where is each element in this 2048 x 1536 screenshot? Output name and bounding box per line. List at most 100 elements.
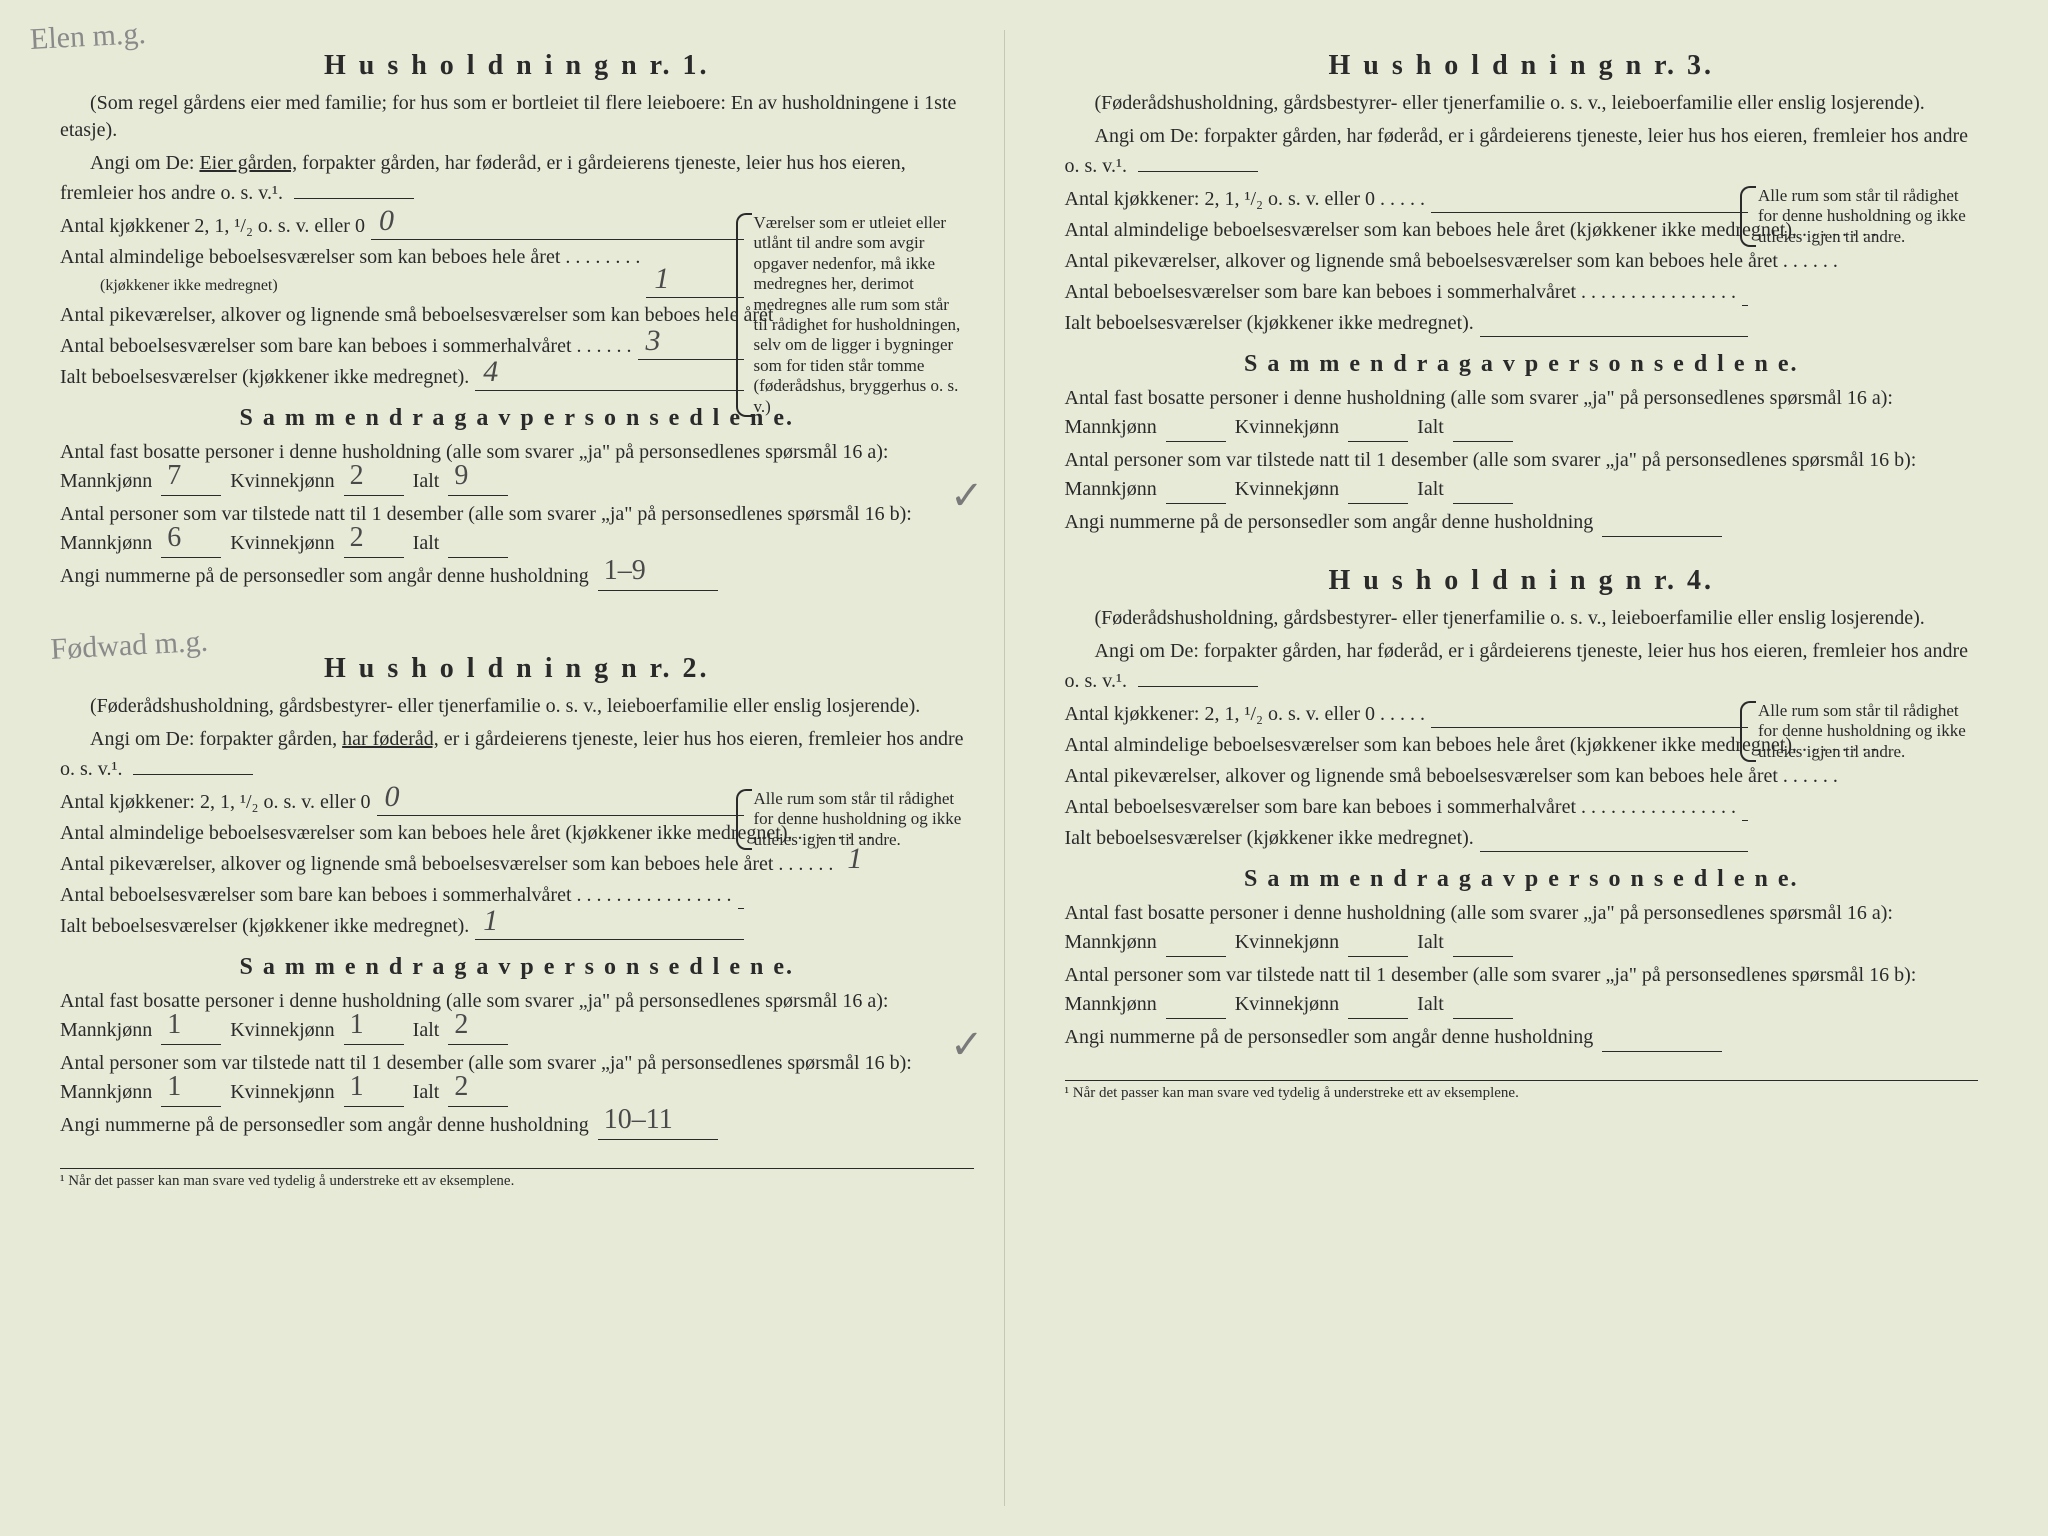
row-label: Antal pikeværelser, alkover og lignende … <box>60 851 833 878</box>
household-desc: (Som regel gårdens eier med familie; for… <box>60 90 974 144</box>
blank-ialt-b: 2 <box>448 1087 508 1107</box>
row-label: Antal pikeværelser, alkover og lignende … <box>1065 763 1838 790</box>
row-fill: 1 <box>646 276 743 298</box>
blank-kvinne-a <box>1348 937 1408 957</box>
row-label: Ialt beboelsesværelser (kjøkkener ikke m… <box>1065 310 1474 337</box>
angi-fill <box>294 177 414 199</box>
summary-heading: S a m m e n d r a g a v p e r s o n s e … <box>60 954 974 981</box>
side-note: Værelser som er utleiet eller utlånt til… <box>754 213 964 417</box>
rows-block: Antal kjøkkener: 2, 1, ¹/₂ o. s. v. elle… <box>1065 186 1979 337</box>
form-row: Ialt beboelsesværelser (kjøkkener ikke m… <box>1065 310 1749 337</box>
underlined-choice: Eier gården, <box>199 152 297 174</box>
row-fill: 4 <box>475 369 743 391</box>
household-desc: (Føderådshusholdning, gårdsbestyrer- ell… <box>1065 605 1979 632</box>
blank-mann-a <box>1166 937 1226 957</box>
row-label: Antal almindelige beboelsesværelser som … <box>60 244 640 298</box>
angi-line: Angi om De: forpakter gården, har føderå… <box>60 726 974 783</box>
row-fill <box>1431 706 1748 728</box>
angi-nummerne: Angi nummerne på de personsedler som ang… <box>60 562 974 591</box>
side-note: Alle rum som står til rådighet for denne… <box>1758 186 1968 247</box>
row-fill <box>1742 799 1748 821</box>
left-page: H u s h o l d n i n g n r. 1. (Som regel… <box>40 30 1005 1506</box>
row-label: Ialt beboelsesværelser (kjøkkener ikke m… <box>1065 825 1474 852</box>
row-fill <box>738 887 744 909</box>
blank-ialt-b <box>1453 484 1513 504</box>
blank-mann-a <box>1166 422 1226 442</box>
form-row: Antal beboelsesværelser som bare kan beb… <box>60 882 744 909</box>
check-mark: ✓ <box>950 1016 984 1074</box>
row-fill <box>1742 284 1748 306</box>
row-label: Antal pikeværelser, alkover og lignende … <box>1065 248 1838 275</box>
blank-nummerne <box>1602 517 1722 537</box>
handwritten-value: 1 <box>654 259 669 300</box>
form-row: Antal almindelige beboelsesværelser som … <box>60 820 744 847</box>
handwritten-value: 3 <box>646 321 661 362</box>
row-fill: 1 <box>475 918 743 940</box>
blank-ialt-a: 2 <box>448 1025 508 1045</box>
blank-kvinne-a <box>1348 422 1408 442</box>
blank-ialt-a <box>1453 422 1513 442</box>
household-section-3: H u s h o l d n i n g n r. 3. (Føderådsh… <box>1065 50 1979 537</box>
household-desc: (Føderådshusholdning, gårdsbestyrer- ell… <box>60 693 974 720</box>
blank-kvinne-b <box>1348 484 1408 504</box>
household-heading: H u s h o l d n i n g n r. 3. <box>1065 50 1979 82</box>
check-mark: ✓ <box>950 467 984 525</box>
blank-mann-b <box>1166 999 1226 1019</box>
blank-mann-b: 6 <box>161 538 221 558</box>
angi-fill <box>1138 665 1258 687</box>
angi-line: Angi om De: forpakter gården, har føderå… <box>1065 638 1979 695</box>
handwritten-value: 0 <box>385 777 400 818</box>
form-row: Antal pikeværelser, alkover og lignende … <box>60 851 744 878</box>
blank-ialt-b <box>1453 999 1513 1019</box>
blank-nummerne: 10–11 <box>598 1120 718 1140</box>
blank-ialt-a: 9 <box>448 476 508 496</box>
form-row: Antal almindelige beboelsesværelser som … <box>1065 732 1749 759</box>
blank-mann-b <box>1166 484 1226 504</box>
form-row: Antal kjøkkener: 2, 1, ¹/₂ o. s. v. elle… <box>1065 701 1749 728</box>
row-label: Ialt beboelsesværelser (kjøkkener ikke m… <box>60 364 469 391</box>
blank-mann-a: 7 <box>161 476 221 496</box>
form-row: Antal almindelige beboelsesværelser som … <box>60 244 744 298</box>
summary-b: Antal personer som var tilstede natt til… <box>60 500 974 558</box>
form-row: Antal almindelige beboelsesværelser som … <box>1065 217 1749 244</box>
angi-nummerne: Angi nummerne på de personsedler som ang… <box>1065 1023 1979 1052</box>
angi-fill <box>1138 150 1258 172</box>
blank-ialt-a <box>1453 937 1513 957</box>
side-note: Alle rum som står til rådighet for denne… <box>1758 701 1968 762</box>
row-label: Antal kjøkkener: 2, 1, ¹/₂ o. s. v. elle… <box>60 789 371 816</box>
underlined-choice: har føderåd, <box>342 728 439 750</box>
form-row: Ialt beboelsesværelser (kjøkkener ikke m… <box>1065 825 1749 852</box>
footnote-right: ¹ Når det passer kan man svare ved tydel… <box>1065 1080 1979 1102</box>
form-row: Ialt beboelsesværelser (kjøkkener ikke m… <box>60 364 744 391</box>
summary-heading: S a m m e n d r a g a v p e r s o n s e … <box>1065 866 1979 893</box>
summary-b: Antal personer som var tilstede natt til… <box>1065 446 1979 504</box>
household-section-1: H u s h o l d n i n g n r. 1. (Som regel… <box>60 50 974 591</box>
household-section-2: H u s h o l d n i n g n r. 2. (Føderådsh… <box>60 653 974 1140</box>
form-row: Antal beboelsesværelser som bare kan beb… <box>60 333 744 360</box>
row-fill: 0 <box>377 794 744 816</box>
form-row: Antal pikeværelser, alkover og lignende … <box>1065 763 1749 790</box>
handwritten-value: 1 <box>483 901 498 942</box>
form-row: Antal kjøkkener: 2, 1, ¹/₂ o. s. v. elle… <box>1065 186 1749 213</box>
summary-a: Antal fast bosatte personer i denne hush… <box>1065 384 1979 442</box>
right-page: H u s h o l d n i n g n r. 3. (Føderådsh… <box>1045 30 2009 1506</box>
row-label: Antal beboelsesværelser som bare kan beb… <box>60 333 632 360</box>
row-label: Antal pikeværelser, alkover og lignende … <box>60 302 773 329</box>
row-label: Antal beboelsesværelser som bare kan beb… <box>60 882 732 909</box>
summary-a: Antal fast bosatte personer i denne hush… <box>60 438 974 496</box>
row-label: Antal kjøkkener: 2, 1, ¹/₂ o. s. v. elle… <box>1065 701 1426 728</box>
row-fill: 3 <box>638 338 744 360</box>
household-desc: (Føderådshusholdning, gårdsbestyrer- ell… <box>1065 90 1979 117</box>
rows-block: Antal kjøkkener: 2, 1, ¹/₂ o. s. v. elle… <box>60 789 974 940</box>
form-row: Ialt beboelsesværelser (kjøkkener ikke m… <box>60 913 744 940</box>
blank-kvinne-b: 1 <box>344 1087 404 1107</box>
angi-line: Angi om De: forpakter gården, har føderå… <box>1065 123 1979 180</box>
side-note: Alle rum som står til rådighet for denne… <box>754 789 964 850</box>
blank-kvinne-b <box>1348 999 1408 1019</box>
angi-nummerne: Angi nummerne på de personsedler som ang… <box>1065 508 1979 537</box>
angi-fill <box>133 753 253 775</box>
row-fill <box>1480 315 1748 337</box>
row-fill <box>1431 191 1748 213</box>
form-row: Antal beboelsesværelser som bare kan beb… <box>1065 794 1749 821</box>
footnote-left: ¹ Når det passer kan man svare ved tydel… <box>60 1168 974 1190</box>
